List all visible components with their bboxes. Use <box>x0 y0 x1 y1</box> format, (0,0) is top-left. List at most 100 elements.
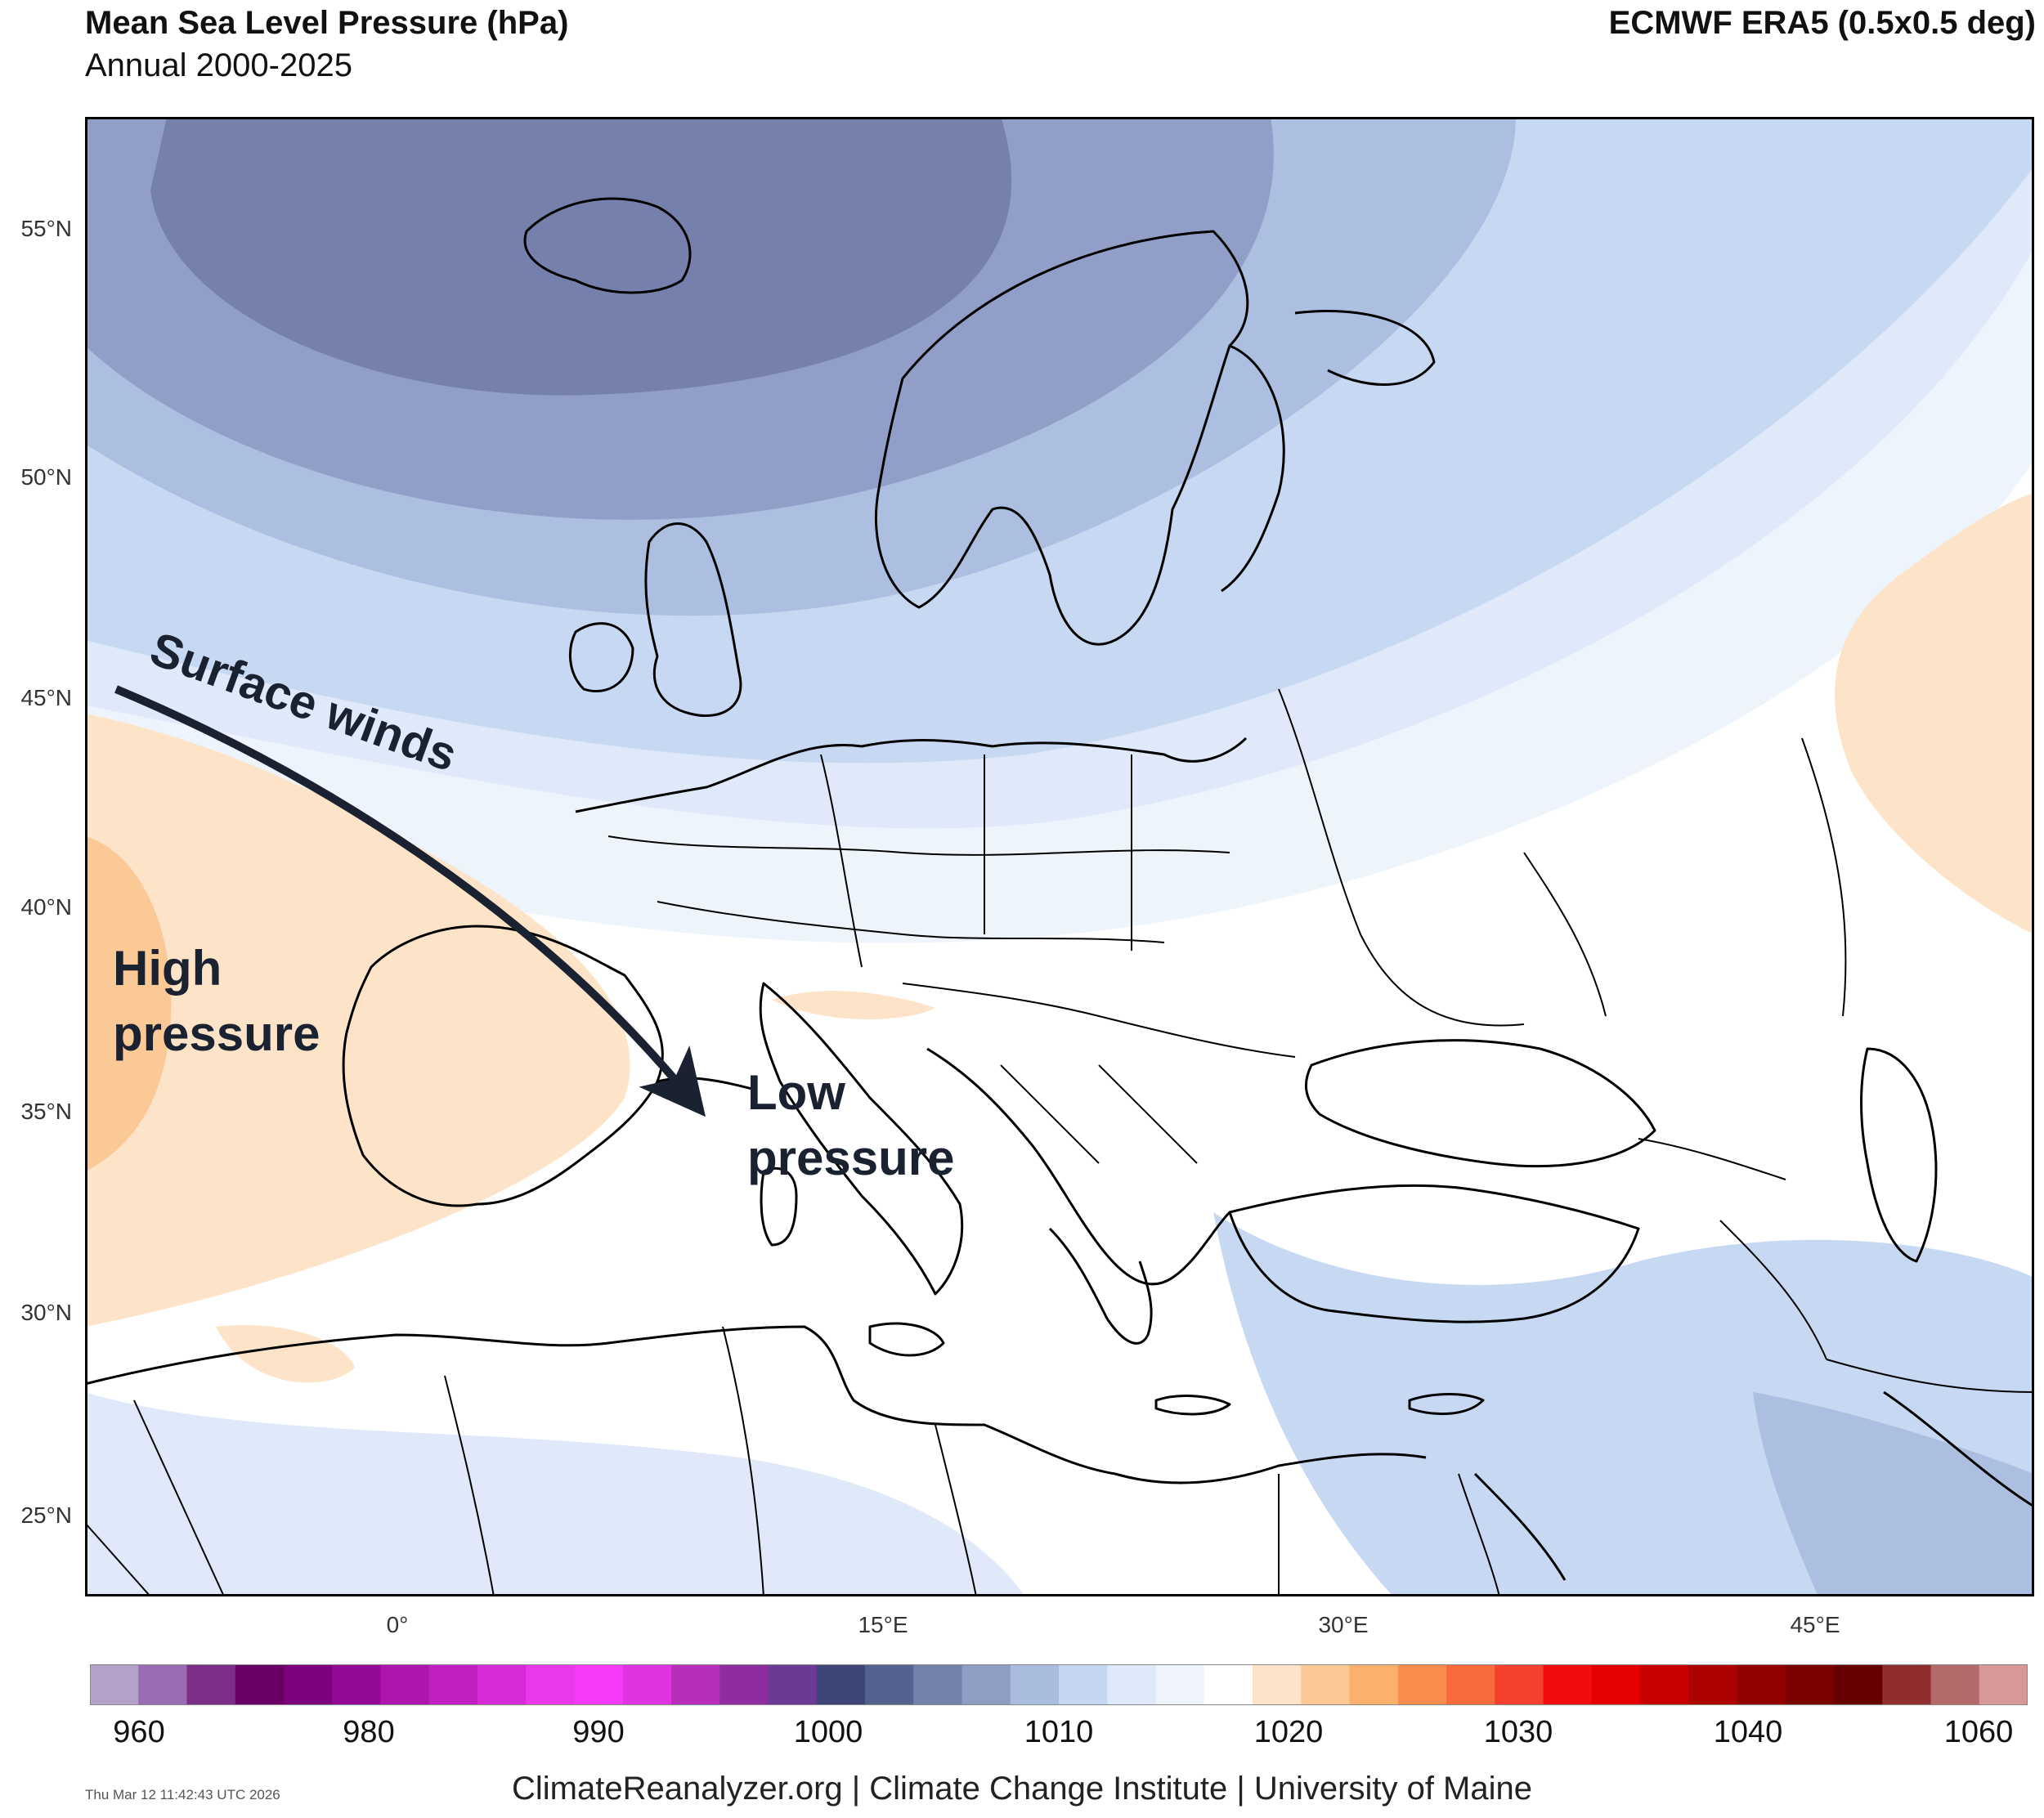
credit-line: ClimateReanalyzer.org | Climate Change I… <box>512 1771 1532 1807</box>
pressure-band-deep-low <box>150 117 1012 396</box>
colorbar-swatch <box>332 1664 382 1705</box>
colorbar-swatch <box>719 1664 769 1705</box>
colorbar-swatch <box>1930 1664 1980 1705</box>
coast-sardinia <box>760 1166 798 1247</box>
colorbar-swatch <box>526 1664 576 1705</box>
data-source: ECMWF ERA5 (0.5x0.5 deg) <box>1608 5 2036 41</box>
colorbar-swatch <box>1349 1664 1399 1705</box>
colorbar-swatch <box>284 1664 333 1705</box>
map-subtitle: Annual 2000-2025 <box>85 47 352 83</box>
colorbar-swatch <box>1785 1664 1835 1705</box>
colorbar-tick-1010: 1010 <box>1024 1715 1094 1749</box>
surface-wind-arrow <box>114 685 706 1117</box>
lon-label-30e: 30°E <box>1318 1612 1369 1637</box>
coast-north-africa <box>85 1325 1427 1484</box>
colorbar-swatch <box>1543 1664 1593 1705</box>
coast-great-britain <box>644 522 742 718</box>
coast-scandinavia <box>874 230 1249 646</box>
map-title: Mean Sea Level Pressure (hPa) <box>85 5 569 41</box>
colorbar-swatch <box>1107 1664 1157 1705</box>
colorbar-swatch <box>574 1664 624 1705</box>
colorbar-swatch <box>671 1664 720 1705</box>
lat-label-25: 25°N <box>20 1502 72 1528</box>
annotation-low-pressure-line1: Low <box>747 1065 845 1120</box>
colorbar-swatch <box>1059 1664 1108 1705</box>
colorbar-swatch <box>1737 1664 1786 1705</box>
coast-turkey <box>1228 1184 1640 1323</box>
colorbar-swatch <box>1640 1664 1689 1705</box>
lat-label-50: 50°N <box>20 464 72 490</box>
country-borders <box>85 688 2034 1596</box>
colorbar-swatch <box>1446 1664 1495 1705</box>
lat-label-55: 55°N <box>20 216 72 241</box>
colorbar-swatch <box>380 1664 430 1705</box>
pressure-band-south-low5 <box>85 1392 1025 1596</box>
pressure-band-near-mean <box>85 248 2034 943</box>
coast-black-sea <box>1304 1039 1656 1168</box>
coast-sicily <box>868 1322 945 1357</box>
high-pressure-core <box>85 836 172 1171</box>
coast-finland-gulf <box>1221 344 1285 593</box>
colorbar-swatch <box>622 1664 672 1705</box>
colorbar-swatch <box>186 1664 236 1705</box>
coast-red-sea <box>1473 1472 1567 1581</box>
timestamp: Thu Mar 12 11:42:43 UTC 2026 <box>85 1787 280 1802</box>
annotation-low-pressure-line2: pressure <box>747 1131 955 1185</box>
coast-crete <box>1154 1395 1231 1416</box>
colorbar-swatch <box>235 1664 285 1705</box>
colorbar-swatch <box>1397 1664 1447 1705</box>
high-pressure-azores <box>85 714 630 1327</box>
colorbar-swatch <box>1204 1664 1253 1705</box>
colorbar-tick-1020: 1020 <box>1253 1715 1324 1749</box>
colorbar-swatch <box>961 1664 1011 1705</box>
pressure-map <box>85 117 2034 1596</box>
colorbar-swatch <box>138 1664 188 1705</box>
colorbar-swatch <box>1155 1664 1205 1705</box>
colorbar-swatch <box>1010 1664 1060 1705</box>
colorbar-tick-960: 960 <box>113 1715 165 1749</box>
colorbar-tick-1060: 1060 <box>1943 1715 2014 1749</box>
colorbar-swatch <box>1495 1664 1544 1705</box>
colorbar-tick-1040: 1040 <box>1713 1715 1783 1749</box>
coast-italy <box>759 982 964 1296</box>
colorbar-tick-980: 980 <box>343 1715 395 1749</box>
coast-gulf <box>1883 1390 2034 1508</box>
high-pressure-alps <box>772 991 935 1019</box>
annotation-high-pressure-line1: High <box>113 941 222 996</box>
colorbar-swatch <box>1882 1664 1932 1705</box>
high-pressure-siberia <box>1835 493 2034 934</box>
coast-ireland <box>568 622 634 693</box>
colorbar-swatch <box>477 1664 527 1705</box>
lat-label-30: 30°N <box>20 1300 72 1325</box>
colorbar-swatch <box>768 1664 818 1705</box>
colorbar-swatch <box>1253 1664 1302 1705</box>
coast-balkans <box>926 1047 1231 1286</box>
colorbar-swatch <box>1591 1664 1641 1705</box>
colorbar-swatch <box>90 1664 139 1705</box>
coast-greece <box>1048 1227 1153 1345</box>
colorbar-tick-1030: 1030 <box>1483 1715 1553 1749</box>
lon-label-45e: 45°E <box>1790 1612 1840 1637</box>
coast-caspian <box>1860 1047 1938 1263</box>
colorbar-tick-1000: 1000 <box>793 1715 863 1749</box>
lat-label-40: 40°N <box>20 894 72 920</box>
pressure-band-south-low3 <box>1753 1392 2034 1596</box>
pressure-colorbar <box>90 1664 2028 1705</box>
coast-europe-main <box>575 737 1248 813</box>
lon-label-0: 0° <box>386 1612 409 1637</box>
coast-kola <box>1294 310 1436 386</box>
colorbar-tick-990: 990 <box>572 1715 625 1749</box>
colorbar-swatch <box>1301 1664 1351 1705</box>
lat-label-45: 45°N <box>20 685 72 710</box>
coast-cyprus <box>1408 1393 1485 1416</box>
annotation-high-pressure-line2: pressure <box>113 1006 320 1061</box>
lon-label-15e: 15°E <box>858 1612 908 1637</box>
colorbar-swatch <box>1979 1664 2028 1705</box>
coast-iceland <box>523 197 692 294</box>
colorbar-swatch <box>816 1664 866 1705</box>
colorbar-swatch <box>1834 1664 1883 1705</box>
colorbar-swatch <box>865 1664 914 1705</box>
colorbar-swatch <box>428 1664 478 1705</box>
colorbar-swatch <box>913 1664 963 1705</box>
lat-label-35: 35°N <box>20 1099 72 1124</box>
